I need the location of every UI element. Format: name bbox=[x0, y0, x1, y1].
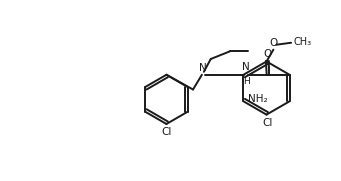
Text: Cl: Cl bbox=[262, 118, 273, 128]
Text: O: O bbox=[263, 49, 271, 59]
Text: O: O bbox=[269, 38, 278, 48]
Text: Cl: Cl bbox=[161, 127, 172, 137]
Text: CH₃: CH₃ bbox=[293, 37, 311, 47]
Text: N: N bbox=[199, 63, 207, 73]
Text: NH₂: NH₂ bbox=[248, 94, 268, 104]
Text: N: N bbox=[242, 62, 250, 72]
Text: H: H bbox=[243, 77, 250, 86]
